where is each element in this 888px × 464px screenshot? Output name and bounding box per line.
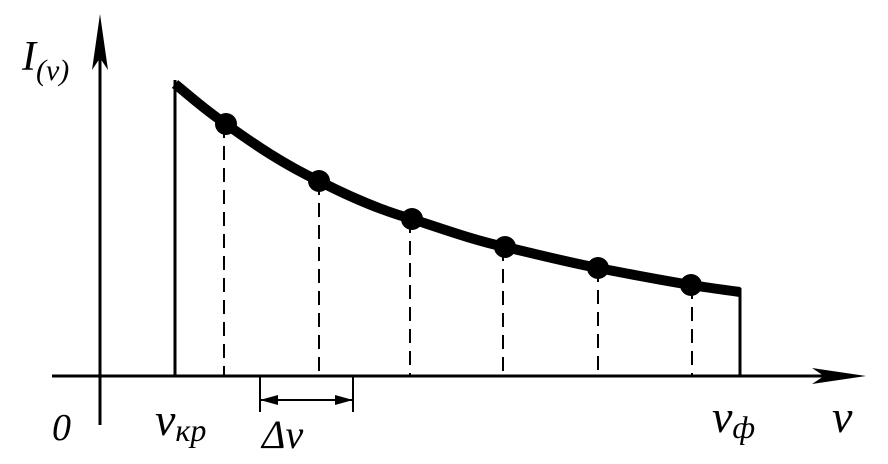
x-axis-label: ν	[832, 391, 853, 442]
y-axis-arrow	[92, 14, 108, 70]
point	[308, 170, 330, 192]
y-axis-symbol: I	[21, 34, 38, 80]
end-symbol: ν	[712, 391, 733, 442]
step-label: Δν	[260, 412, 303, 457]
step-bracket	[259, 376, 354, 412]
x-axis-arrow	[812, 368, 866, 384]
y-axis-subscript: (ν)	[36, 54, 69, 87]
start-symbol: ν	[155, 394, 176, 445]
origin-label: 0	[52, 407, 71, 449]
points	[215, 113, 702, 296]
point	[494, 236, 516, 258]
curve	[171, 80, 741, 297]
point	[401, 208, 423, 230]
y-axis-label: I(ν)	[21, 34, 69, 87]
start-label: νкр	[155, 394, 206, 448]
point	[587, 257, 609, 279]
dashed-lines	[223, 124, 693, 376]
start-subscript: кр	[175, 412, 206, 448]
point	[215, 113, 237, 135]
end-label: νф	[712, 391, 755, 445]
end-subscript: ф	[732, 409, 755, 445]
point	[680, 274, 702, 296]
